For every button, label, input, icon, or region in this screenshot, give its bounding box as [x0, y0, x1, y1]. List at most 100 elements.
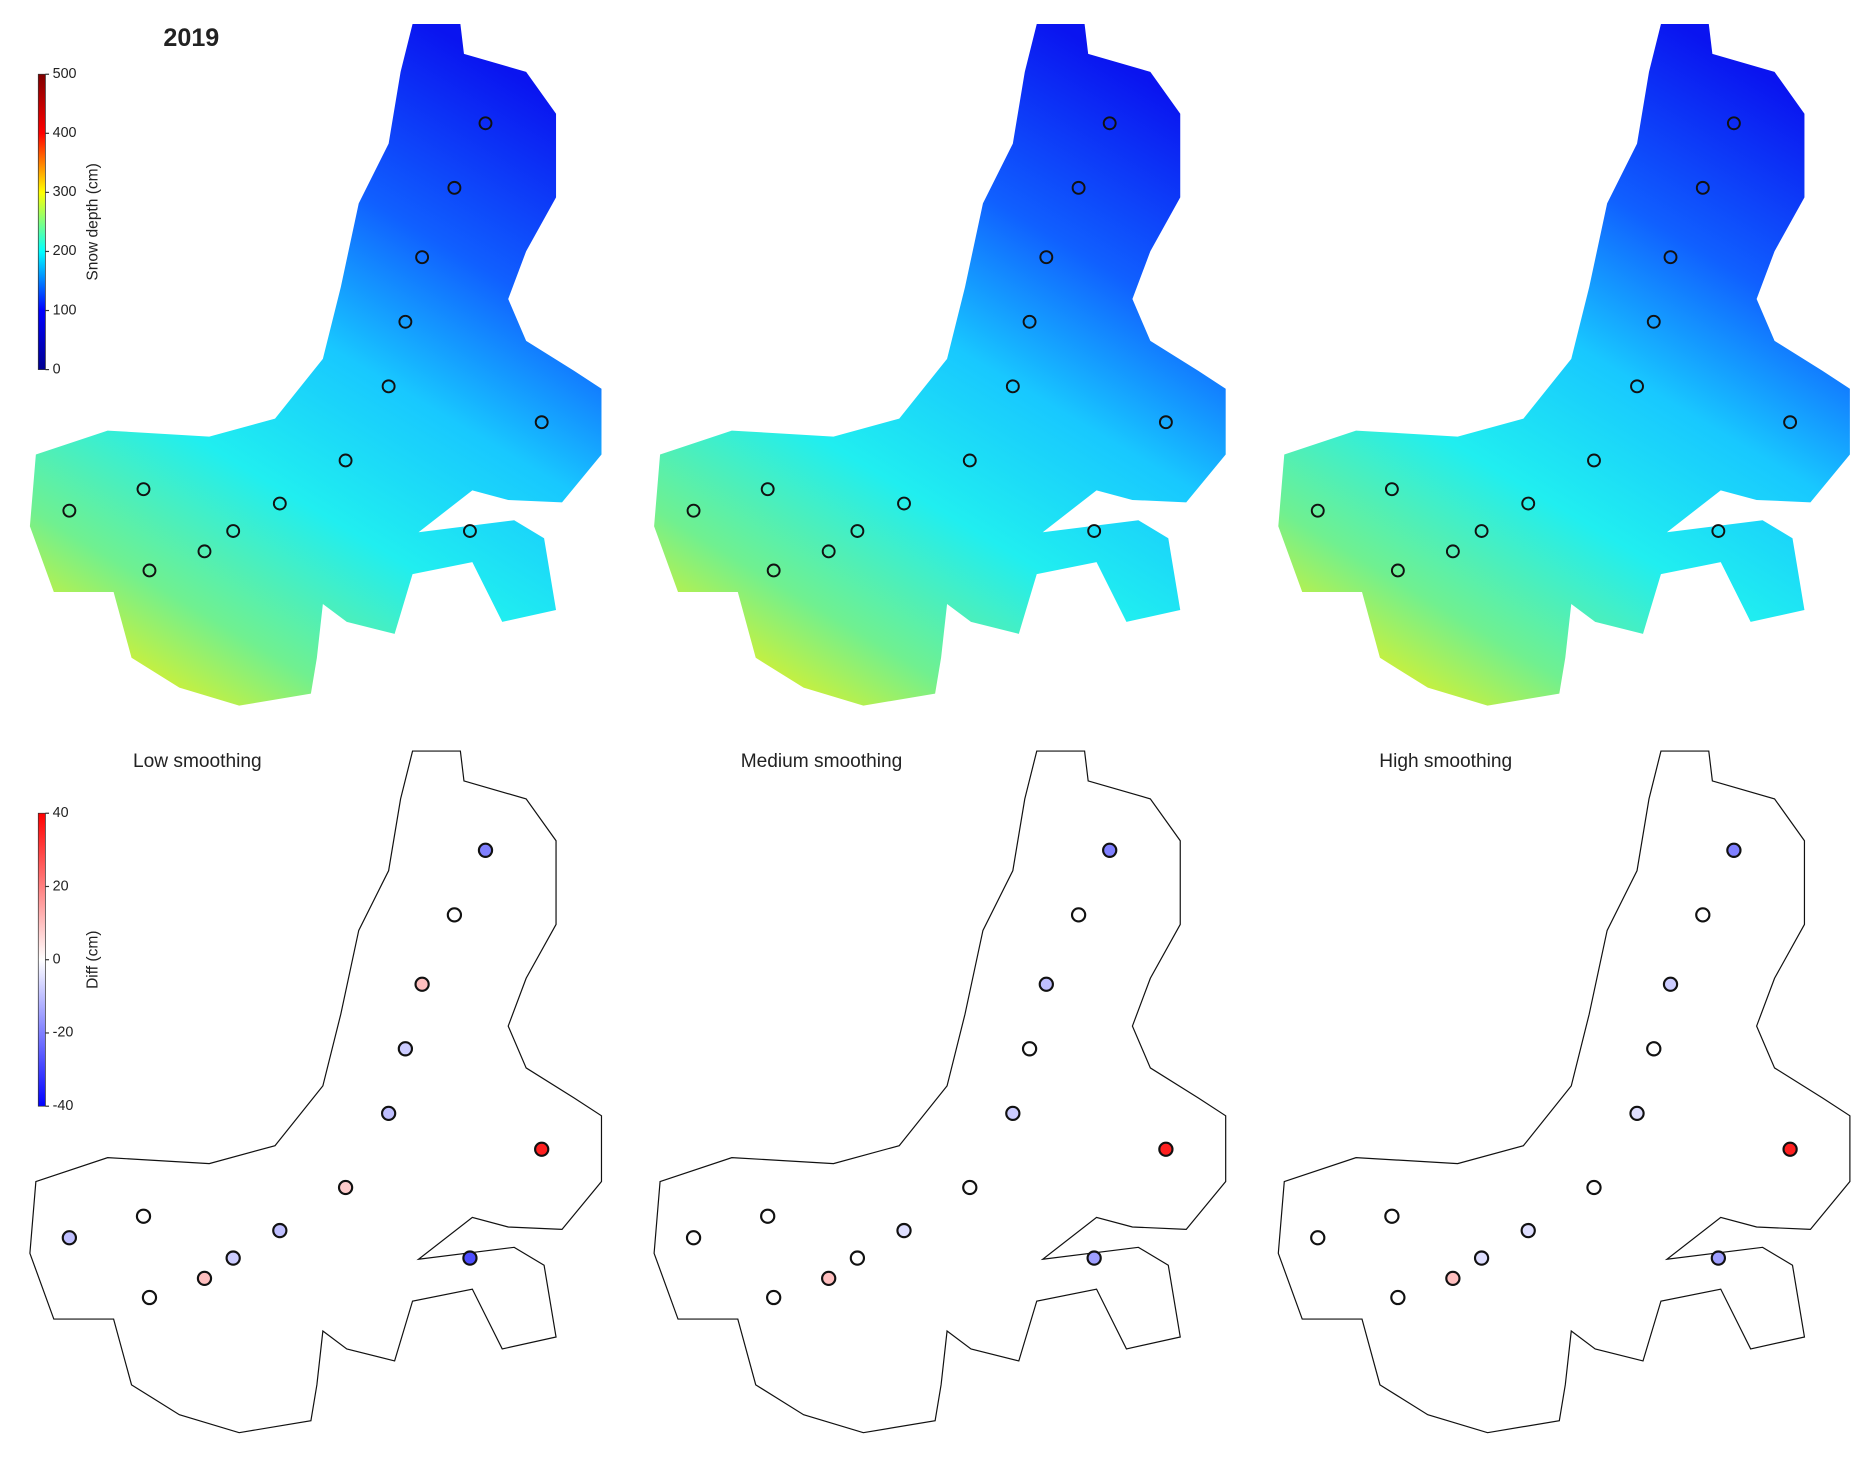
station-diff [849, 1250, 866, 1266]
colorbar-tick-label: 100 [53, 302, 77, 318]
station-diff [962, 1179, 978, 1196]
station-diff [1158, 1141, 1174, 1157]
station-diff [272, 1222, 288, 1239]
station-diff [1710, 1250, 1727, 1266]
station-marker [850, 524, 865, 538]
snow-depth-map [1278, 24, 1850, 706]
station-diff [1021, 1041, 1038, 1057]
station-diff [1726, 842, 1742, 858]
station-marker [197, 544, 212, 559]
colorbar-tick-label: 500 [53, 66, 77, 82]
panel-title: High smoothing [1379, 751, 1512, 772]
station-marker [1663, 250, 1678, 265]
colorbar [37, 73, 46, 370]
station-marker [142, 563, 157, 578]
colorbar-tick-label: 40 [53, 805, 69, 821]
station-diff [196, 1270, 213, 1287]
colorbar-tick-label: -40 [53, 1098, 74, 1114]
colorbar-tick-label: 20 [53, 878, 69, 894]
station-diff [766, 1289, 782, 1306]
station-diff [896, 1222, 912, 1239]
station-marker [1022, 314, 1037, 329]
station-diff [380, 1105, 397, 1122]
station-diff [1662, 976, 1679, 992]
figure-title: 2019 [163, 24, 219, 52]
colorbar-tick-label: 0 [53, 952, 61, 968]
station-diff [61, 1230, 78, 1246]
station-marker [766, 563, 781, 578]
station-marker [272, 496, 287, 511]
colorbar-tick-label: 0 [53, 361, 61, 377]
station-diff [1384, 1208, 1400, 1224]
station-marker [1646, 314, 1661, 329]
station-marker [1384, 482, 1399, 497]
colorbar-label: Diff (cm) [84, 931, 101, 989]
station-diff [1070, 907, 1087, 923]
station-diff [1038, 976, 1054, 992]
station-marker [962, 453, 977, 468]
station-marker [1071, 180, 1086, 195]
station-marker [1474, 524, 1489, 538]
station-marker [398, 314, 413, 329]
station-diff [225, 1250, 241, 1266]
station-diff [1782, 1141, 1798, 1157]
colorbar-tick-label: 400 [53, 125, 77, 141]
snow-depth-map [29, 24, 602, 706]
snow-depth-map [654, 24, 1226, 706]
station-marker [381, 379, 396, 394]
station-marker [1158, 415, 1173, 430]
station-marker [338, 453, 353, 468]
station-diff [685, 1230, 702, 1246]
station-marker [415, 250, 430, 265]
station-marker [897, 496, 911, 511]
glacier-outline [1277, 750, 1851, 1434]
station-marker [1630, 379, 1644, 394]
station-marker [226, 524, 241, 538]
station-marker [534, 415, 549, 430]
station-marker [1783, 415, 1798, 430]
station-diff [1445, 1270, 1461, 1287]
station-diff [1520, 1222, 1536, 1239]
station-diff [397, 1041, 414, 1057]
station-marker [1445, 544, 1460, 559]
station-marker [1102, 116, 1117, 131]
station-diff [821, 1270, 837, 1287]
station-diff [1586, 1179, 1602, 1196]
station-marker [1726, 116, 1741, 131]
station-marker [447, 180, 462, 195]
station-marker [1310, 503, 1325, 518]
station-diff [414, 976, 430, 992]
panel-title: Low smoothing [133, 751, 262, 772]
colorbar-tick-label: 200 [53, 243, 77, 259]
glacier-outline [29, 750, 603, 1434]
station-marker [1521, 496, 1536, 511]
station-marker [821, 544, 836, 559]
station-diff [760, 1208, 776, 1224]
station-diff [1646, 1041, 1662, 1057]
station-diff [534, 1141, 550, 1157]
station-marker [463, 524, 477, 538]
colorbar-label: Snow depth (cm) [84, 163, 101, 280]
glacier-outline [653, 750, 1227, 1434]
station-diff [135, 1208, 152, 1224]
station-marker [1087, 524, 1102, 538]
station-marker [62, 503, 77, 518]
station-diff [1695, 907, 1711, 923]
station-diff [477, 842, 494, 858]
station-diff [1473, 1250, 1490, 1266]
station-diff [337, 1179, 354, 1196]
station-marker [1587, 453, 1601, 468]
station-marker [1711, 524, 1726, 538]
colorbar [37, 812, 46, 1107]
station-marker [760, 482, 775, 497]
station-marker [1695, 180, 1710, 195]
station-marker [686, 503, 701, 518]
colorbar-tick-label: 300 [53, 184, 77, 200]
station-marker [478, 116, 493, 131]
station-diff [1102, 842, 1118, 858]
station-diff [1390, 1289, 1406, 1306]
station-diff [1086, 1250, 1102, 1266]
station-diff [1005, 1105, 1021, 1122]
station-diff [141, 1289, 158, 1306]
station-diff [1629, 1105, 1645, 1122]
